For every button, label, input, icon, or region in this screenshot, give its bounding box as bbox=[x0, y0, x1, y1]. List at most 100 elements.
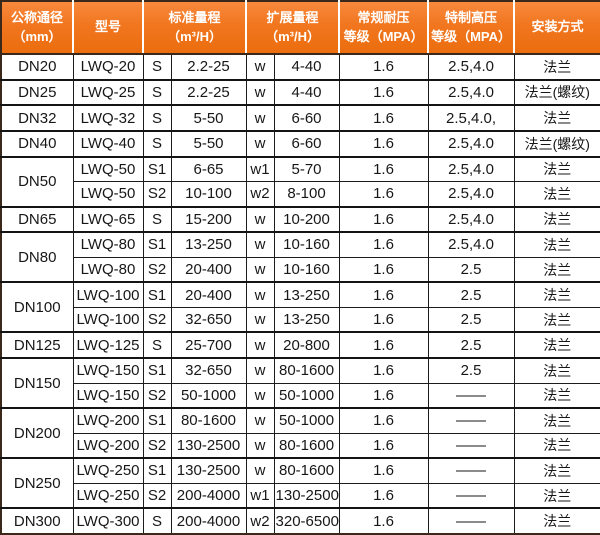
table-row: DN32 LWQ-32 S 5-50 w 6-60 1.6 2.5,4.0, 法兰 bbox=[0, 104, 600, 132]
normal-pressure-cell: 1.6 bbox=[338, 53, 429, 81]
extended-code-cell: w bbox=[245, 231, 275, 258]
normal-pressure-cell: 1.6 bbox=[338, 78, 429, 106]
extended-range-cell: 80-1600 bbox=[273, 457, 340, 484]
nominal-diameter-cell: DN32 bbox=[0, 104, 74, 132]
table-row: DN200 LWQ-200 S1 80-1600 w 50-1000 1.6 —— 法兰 bbox=[0, 407, 600, 459]
table-row: DN80 LWQ-80 S1 13-250 w 10-160 1.6 2.5,4.0 法兰 bbox=[0, 231, 600, 283]
extended-range-cell: 130-2500 bbox=[273, 482, 340, 509]
extended-code-cell: w bbox=[245, 457, 275, 484]
model-cell: LWQ-50 bbox=[72, 181, 144, 208]
col-header-installation: 安装方式 bbox=[514, 1, 600, 55]
standard-range-cell: 200-4000 bbox=[170, 482, 247, 509]
model-cell: LWQ-200 bbox=[72, 432, 144, 459]
normal-pressure-cell: 1.6 bbox=[338, 281, 429, 308]
normal-pressure-cell: 1.6 bbox=[338, 407, 429, 434]
model-cell: LWQ-65 bbox=[72, 205, 144, 233]
table-row: DN40 LWQ-40 S 5-50 w 6-60 1.6 2.5,4.0 法兰(螺纹) bbox=[0, 129, 600, 157]
standard-range-cell: 130-2500 bbox=[170, 457, 247, 484]
standard-code-cell: S1 bbox=[142, 155, 172, 183]
table-row: LWQ-100 S2 32-650 w 13-250 1.6 2.5 法兰 bbox=[1, 306, 600, 333]
extended-range-cell: 5-70 bbox=[273, 155, 340, 183]
standard-range-cell: 20-400 bbox=[170, 281, 247, 308]
extended-code-cell: w bbox=[245, 357, 275, 384]
header-line: 安装方式 bbox=[531, 19, 584, 35]
high-pressure-cell: —— bbox=[427, 382, 515, 409]
normal-pressure-cell: 1.6 bbox=[338, 129, 429, 157]
extended-code-cell: w2 bbox=[245, 507, 275, 535]
extended-code-cell: w bbox=[245, 432, 275, 459]
nominal-diameter-cell: DN125 bbox=[0, 331, 74, 359]
standard-code-cell: S1 bbox=[142, 281, 172, 308]
standard-code-cell: S1 bbox=[142, 357, 172, 384]
installation-cell: 法兰(螺纹) bbox=[513, 129, 600, 157]
standard-range-cell: 13-250 bbox=[170, 231, 247, 258]
installation-cell: 法兰 bbox=[513, 331, 600, 359]
table-row: LWQ-50 S2 10-100 w2 8-100 1.6 2.5,4.0 法兰 bbox=[1, 181, 600, 208]
extended-range-cell: 6-60 bbox=[273, 129, 340, 157]
high-pressure-cell: —— bbox=[427, 432, 515, 459]
nominal-diameter-cell: DN100 bbox=[0, 281, 74, 333]
model-cell: LWQ-25 bbox=[72, 78, 144, 106]
header-line: （m³/H） bbox=[265, 28, 320, 44]
standard-code-cell: S2 bbox=[142, 382, 172, 409]
standard-code-cell: S2 bbox=[142, 181, 172, 208]
model-cell: LWQ-100 bbox=[72, 281, 144, 308]
installation-cell: 法兰 bbox=[513, 53, 600, 81]
extended-range-cell: 8-100 bbox=[273, 181, 340, 208]
high-pressure-cell: 2.5 bbox=[427, 281, 515, 308]
table-row: DN20 LWQ-20 S 2.2-25 w 4-40 1.6 2.5,4.0 法兰 bbox=[0, 53, 600, 81]
extended-range-cell: 4-40 bbox=[273, 78, 340, 106]
extended-range-cell: 80-1600 bbox=[273, 432, 340, 459]
high-pressure-cell: —— bbox=[427, 457, 515, 484]
standard-code-cell: S2 bbox=[142, 306, 172, 333]
normal-pressure-cell: 1.6 bbox=[338, 306, 429, 333]
table-row: LWQ-250 S2 200-4000 w1 130-2500 1.6 —— 法兰 bbox=[1, 482, 600, 509]
model-cell: LWQ-40 bbox=[72, 129, 144, 157]
installation-cell: 法兰 bbox=[513, 432, 600, 459]
normal-pressure-cell: 1.6 bbox=[338, 357, 429, 384]
model-cell: LWQ-80 bbox=[72, 256, 144, 283]
normal-pressure-cell: 1.6 bbox=[338, 231, 429, 258]
normal-pressure-cell: 1.6 bbox=[338, 155, 429, 183]
high-pressure-cell: 2.5,4.0 bbox=[427, 231, 515, 258]
standard-code-cell: S1 bbox=[142, 457, 172, 484]
extended-code-cell: w bbox=[245, 53, 275, 81]
high-pressure-cell: 2.5 bbox=[427, 357, 515, 384]
standard-code-cell: S bbox=[142, 129, 172, 157]
installation-cell: 法兰 bbox=[513, 482, 600, 509]
high-pressure-cell: 2.5,4.0 bbox=[427, 129, 515, 157]
table-row: DN100 LWQ-100 S1 20-400 w 13-250 1.6 2.5 法兰 bbox=[0, 281, 600, 333]
nominal-diameter-cell: DN25 bbox=[0, 78, 74, 106]
high-pressure-cell: —— bbox=[427, 407, 515, 434]
normal-pressure-cell: 1.6 bbox=[338, 457, 429, 484]
col-header-extended-range: 扩展量程 （m³/H） bbox=[246, 1, 341, 55]
nominal-diameter-cell: DN80 bbox=[0, 231, 74, 283]
extended-code-cell: w bbox=[245, 306, 275, 333]
table-row: DN125 LWQ-125 S 25-700 w 20-800 1.6 2.5 法兰 bbox=[0, 331, 600, 359]
table-row: DN250 LWQ-250 S1 130-2500 w 80-1600 1.6 —— 法兰 bbox=[0, 457, 600, 509]
installation-cell: 法兰 bbox=[513, 104, 600, 132]
normal-pressure-cell: 1.6 bbox=[338, 181, 429, 208]
installation-cell: 法兰 bbox=[513, 357, 600, 384]
high-pressure-cell: 2.5,4.0 bbox=[427, 53, 515, 81]
nominal-diameter-cell: DN150 bbox=[0, 357, 74, 409]
model-cell: LWQ-200 bbox=[72, 407, 144, 434]
installation-cell: 法兰 bbox=[513, 407, 600, 434]
standard-range-cell: 32-650 bbox=[170, 306, 247, 333]
standard-range-cell: 130-2500 bbox=[170, 432, 247, 459]
installation-cell: 法兰 bbox=[513, 457, 600, 484]
extended-range-cell: 13-250 bbox=[273, 306, 340, 333]
col-header-high-pressure: 特制高压 等级（MPA） bbox=[428, 1, 516, 55]
table-row: LWQ-80 S2 20-400 w 10-160 1.6 2.5 法兰 bbox=[1, 256, 600, 283]
extended-range-cell: 320-6500 bbox=[273, 507, 340, 535]
table-row: DN300 LWQ-300 S 200-4000 w2 320-6500 1.6 —— 法兰 bbox=[0, 507, 600, 535]
model-cell: LWQ-32 bbox=[72, 104, 144, 132]
standard-range-cell: 2.2-25 bbox=[170, 53, 247, 81]
model-cell: LWQ-50 bbox=[72, 155, 144, 183]
standard-code-cell: S2 bbox=[142, 432, 172, 459]
standard-range-cell: 5-50 bbox=[170, 104, 247, 132]
normal-pressure-cell: 1.6 bbox=[338, 482, 429, 509]
normal-pressure-cell: 1.6 bbox=[338, 331, 429, 359]
installation-cell: 法兰 bbox=[513, 155, 600, 183]
